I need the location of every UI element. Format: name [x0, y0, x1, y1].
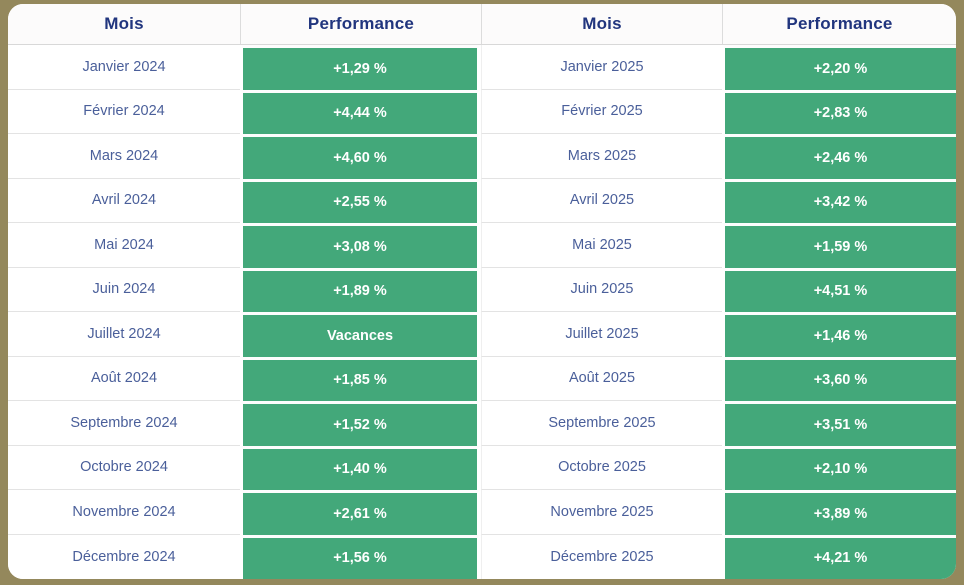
- performance-cell-right: +1,46 %: [722, 312, 956, 357]
- month-cell-right: Juillet 2025: [481, 312, 722, 357]
- table-row: Août 2024 +1,85 % Août 2025 +3,60 %: [8, 356, 956, 401]
- table-row: Juin 2024 +1,89 % Juin 2025 +4,51 %: [8, 267, 956, 312]
- table-row: Avril 2024 +2,55 % Avril 2025 +3,42 %: [8, 178, 956, 223]
- month-cell-right: Juin 2025: [481, 267, 722, 312]
- month-cell-left: Janvier 2024: [8, 45, 240, 90]
- table-row: Février 2024 +4,44 % Février 2025 +2,83 …: [8, 89, 956, 134]
- month-cell-right: Novembre 2025: [481, 490, 722, 535]
- month-cell-right: Décembre 2025: [481, 534, 722, 579]
- performance-cell-left: +3,08 %: [240, 223, 481, 268]
- table-header-row: Mois Performance Mois Performance: [8, 4, 956, 45]
- performance-table-card: Mois Performance Mois Performance Janvie…: [8, 4, 956, 579]
- month-cell-right: Septembre 2025: [481, 401, 722, 446]
- month-cell-left: Octobre 2024: [8, 445, 240, 490]
- performance-cell-left: +2,55 %: [240, 178, 481, 223]
- month-cell-left: Juin 2024: [8, 267, 240, 312]
- performance-cell-right: +3,42 %: [722, 178, 956, 223]
- month-cell-left: Février 2024: [8, 89, 240, 134]
- performance-cell-right: +3,89 %: [722, 490, 956, 535]
- month-cell-right: Février 2025: [481, 89, 722, 134]
- month-cell-left: Mai 2024: [8, 223, 240, 268]
- performance-cell-left: +1,56 %: [240, 534, 481, 579]
- month-cell-left: Juillet 2024: [8, 312, 240, 357]
- table-row: Septembre 2024 +1,52 % Septembre 2025 +3…: [8, 401, 956, 446]
- month-cell-left: Mars 2024: [8, 134, 240, 179]
- header-mois-left: Mois: [104, 14, 144, 33]
- performance-cell-left: Vacances: [240, 312, 481, 357]
- performance-cell-right: +3,51 %: [722, 401, 956, 446]
- month-cell-right: Mai 2025: [481, 223, 722, 268]
- performance-cell-left: +1,40 %: [240, 445, 481, 490]
- month-cell-right: Avril 2025: [481, 178, 722, 223]
- performance-cell-right: +2,10 %: [722, 445, 956, 490]
- performance-cell-left: +2,61 %: [240, 490, 481, 535]
- header-mois-right: Mois: [481, 4, 722, 44]
- performance-cell-left: +4,60 %: [240, 134, 481, 179]
- table-row: Mai 2024 +3,08 % Mai 2025 +1,59 %: [8, 223, 956, 268]
- performance-cell-right: +1,59 %: [722, 223, 956, 268]
- performance-cell-right: +2,46 %: [722, 134, 956, 179]
- table-row: Janvier 2024 +1,29 % Janvier 2025 +2,20 …: [8, 45, 956, 90]
- performance-cell-left: +1,29 %: [240, 45, 481, 90]
- performance-cell-right: +3,60 %: [722, 356, 956, 401]
- performance-cell-left: +1,85 %: [240, 356, 481, 401]
- table-row: Mars 2024 +4,60 % Mars 2025 +2,46 %: [8, 134, 956, 179]
- performance-cell-right: +4,51 %: [722, 267, 956, 312]
- table-body: Janvier 2024 +1,29 % Janvier 2025 +2,20 …: [8, 45, 956, 579]
- performance-cell-right: +2,20 %: [722, 45, 956, 90]
- performance-cell-right: +2,83 %: [722, 89, 956, 134]
- table-row: Novembre 2024 +2,61 % Novembre 2025 +3,8…: [8, 490, 956, 535]
- month-cell-left: Novembre 2024: [8, 490, 240, 535]
- month-cell-left: Avril 2024: [8, 178, 240, 223]
- header-performance-right: Performance: [722, 4, 956, 44]
- month-cell-right: Août 2025: [481, 356, 722, 401]
- table-row: Décembre 2024 +1,56 % Décembre 2025 +4,2…: [8, 534, 956, 579]
- month-cell-left: Août 2024: [8, 356, 240, 401]
- month-cell-right: Janvier 2025: [481, 45, 722, 90]
- performance-cell-left: +4,44 %: [240, 89, 481, 134]
- month-cell-right: Octobre 2025: [481, 445, 722, 490]
- table-row: Juillet 2024 Vacances Juillet 2025 +1,46…: [8, 312, 956, 357]
- table-row: Octobre 2024 +1,40 % Octobre 2025 +2,10 …: [8, 445, 956, 490]
- month-cell-left: Décembre 2024: [8, 534, 240, 579]
- performance-cell-left: +1,52 %: [240, 401, 481, 446]
- header-performance-left: Performance: [240, 4, 481, 44]
- month-cell-right: Mars 2025: [481, 134, 722, 179]
- performance-cell-right: +4,21 %: [722, 534, 956, 579]
- performance-cell-left: +1,89 %: [240, 267, 481, 312]
- month-cell-left: Septembre 2024: [8, 401, 240, 446]
